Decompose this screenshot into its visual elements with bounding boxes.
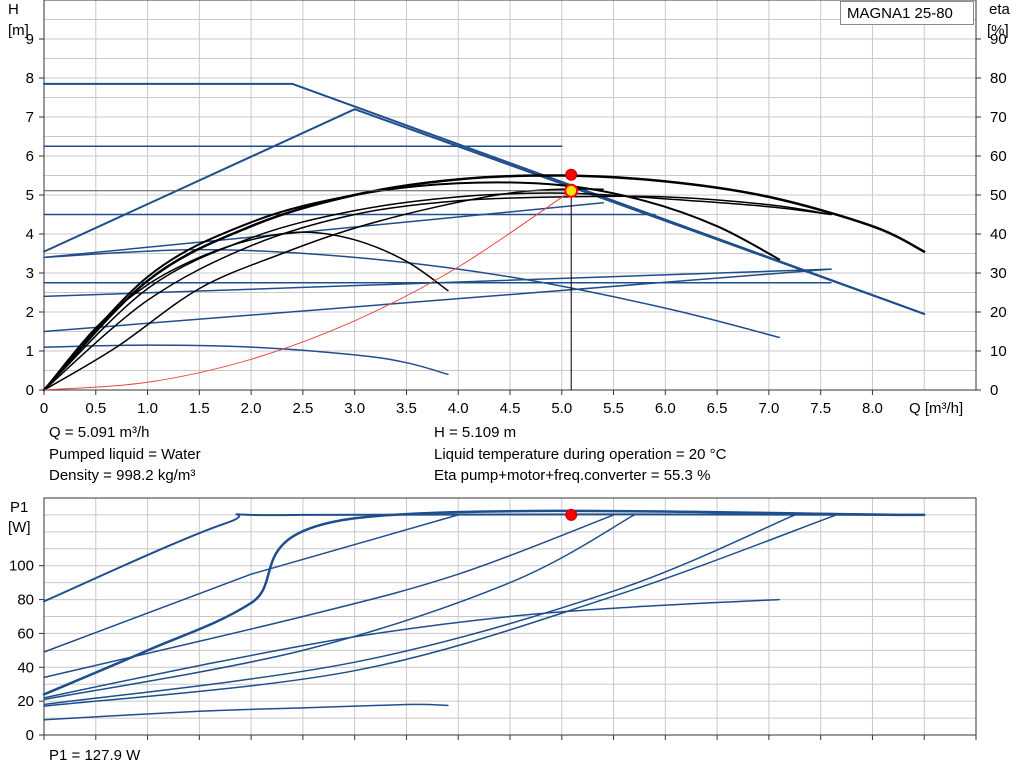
power-axis-label-name: P1 — [10, 499, 28, 516]
x-tick-label: 5.5 — [603, 400, 624, 417]
model-legend: MAGNA1 25-80 — [840, 1, 974, 25]
info-liquid-temperature: Liquid temperature during operation = 20… — [434, 446, 727, 463]
y-tick-label: 7 — [26, 109, 34, 126]
head-curve-5 — [43, 202, 604, 259]
power-curve-4 — [43, 514, 636, 701]
eta-curve-10 — [42, 174, 926, 392]
x-tick-label: 0 — [40, 400, 48, 417]
y2-tick-label: 70 — [990, 109, 1007, 126]
power-curve-7 — [43, 598, 780, 699]
head-curve-9 — [43, 248, 780, 339]
y2-tick-label: 80 — [990, 70, 1007, 87]
info-head: H = 5.109 m — [434, 424, 517, 441]
x-tick-label: 2.0 — [241, 400, 262, 417]
head-axis-label-h: H — [8, 1, 19, 18]
eta-curve-11 — [43, 181, 781, 391]
model-label: MAGNA1 25-80 — [847, 5, 953, 22]
x-tick-label: 6.5 — [707, 400, 728, 417]
power-curve-5 — [43, 514, 796, 706]
eta-curve-12 — [43, 192, 832, 391]
power-y-tick-label: 40 — [17, 659, 34, 676]
y-tick-label: 6 — [26, 148, 34, 165]
head-efficiency-plot: 0 0.5 1.0 1.5 2.0 2.5 3.0 3.5 4.0 4.5 5.0 5.5 6.0 6.5… — [26, 0, 1007, 417]
eta-axis-label-unit: [%] — [987, 22, 1009, 39]
y2-tick-label: 90 — [990, 31, 1007, 48]
info-flow: Q = 5.091 m³/h — [49, 424, 150, 441]
system-curve-16 — [43, 190, 572, 391]
y2-tick-label: 60 — [990, 148, 1007, 165]
eta-curve-14 — [43, 231, 449, 391]
power-duty-point-marker — [565, 508, 578, 521]
power-curve-2 — [43, 514, 459, 653]
x-tick-label: 7.0 — [758, 400, 779, 417]
info-p1: P1 = 127.9 W — [49, 747, 141, 764]
x-tick-label: 8.0 — [862, 400, 883, 417]
power-curve-6 — [43, 514, 837, 707]
y-tick-label: 5 — [26, 187, 34, 204]
head-curve-8 — [43, 344, 449, 376]
eta-curve-13 — [43, 195, 832, 391]
head-curve-1 — [43, 108, 926, 315]
info-eta-total: Eta pump+motor+freq.converter = 55.3 % — [434, 467, 711, 484]
y2-tick-label: 40 — [990, 226, 1007, 243]
duty-point-marker — [565, 168, 578, 181]
power-curve-8 — [43, 703, 449, 721]
y-tick-label: 1 — [26, 343, 34, 360]
info-pumped-liquid: Pumped liquid = Water — [49, 446, 201, 463]
y-tick-label: 0 — [26, 382, 34, 399]
power-y-tick-label: 0 — [26, 727, 34, 744]
x-tick-label: 6.0 — [655, 400, 676, 417]
x-tick-label: 1.0 — [137, 400, 158, 417]
power-curve-0 — [43, 513, 926, 603]
y2-tick-label: 50 — [990, 187, 1007, 204]
info-density: Density = 998.2 kg/m³ — [49, 467, 196, 484]
flow-axis-label: Q [m³/h] — [909, 400, 963, 417]
y2-tick-label: 10 — [990, 343, 1007, 360]
y-tick-label: 4 — [26, 226, 34, 243]
power-y-tick-label: 60 — [17, 625, 34, 642]
y2-tick-label: 30 — [990, 265, 1007, 282]
power-axis-label-unit: [W] — [8, 519, 31, 536]
power-curve-3 — [43, 514, 615, 679]
x-tick-label: 2.5 — [292, 400, 313, 417]
head-curve-7 — [43, 268, 832, 333]
y-tick-label: 3 — [26, 265, 34, 282]
power-plot: 0 20 40 60 80 100 — [9, 497, 977, 744]
x-tick-label: 4.5 — [500, 400, 521, 417]
operating-point-marker — [564, 183, 579, 198]
y-tick-label: 2 — [26, 304, 34, 321]
x-tick-label: 4.0 — [448, 400, 469, 417]
power-y-tick-label: 80 — [17, 592, 34, 609]
y2-tick-label: 20 — [990, 304, 1007, 321]
power-y-tick-label: 100 — [9, 558, 34, 575]
y-tick-label: 9 — [26, 31, 34, 48]
eta-curve-15 — [43, 188, 604, 391]
x-tick-label: 0.5 — [85, 400, 106, 417]
y-tick-label: 8 — [26, 70, 34, 87]
head-axis-label-unit: [m] — [8, 22, 29, 39]
power-curve-1 — [42, 509, 926, 696]
x-tick-label: 7.5 — [810, 400, 831, 417]
x-tick-label: 3.0 — [344, 400, 365, 417]
eta-axis-label-name: eta — [989, 1, 1011, 18]
x-tick-label: 5.0 — [551, 400, 572, 417]
power-y-tick-label: 20 — [17, 693, 34, 710]
x-tick-label: 3.5 — [396, 400, 417, 417]
y2-tick-label: 0 — [990, 382, 998, 399]
x-tick-label: 1.5 — [189, 400, 210, 417]
